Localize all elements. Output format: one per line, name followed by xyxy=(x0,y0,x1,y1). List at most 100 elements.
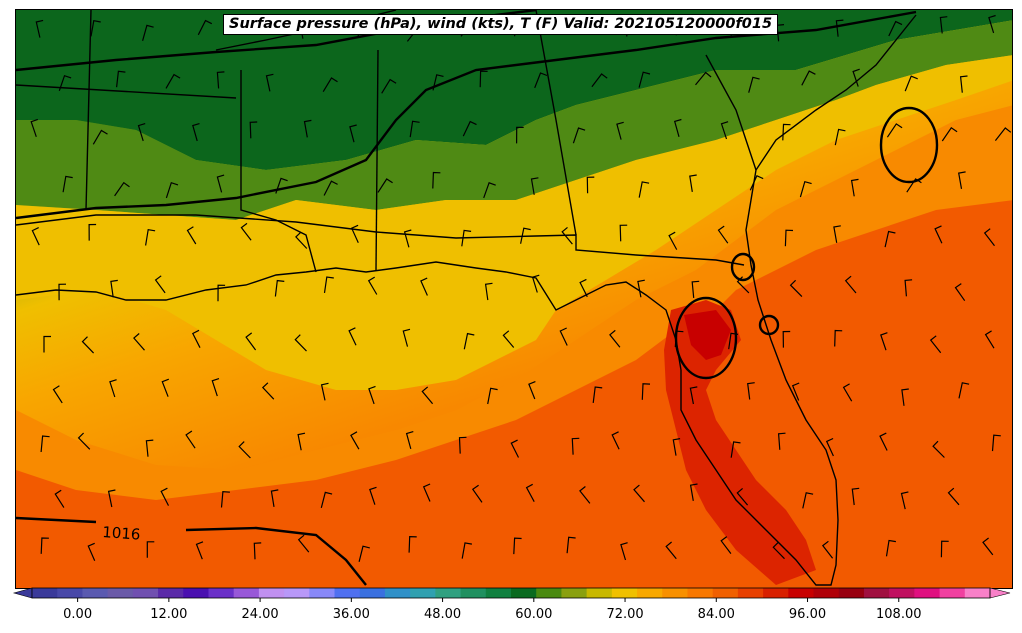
colorbar-cell xyxy=(334,588,361,598)
wind-barb xyxy=(852,68,860,87)
wind-barb xyxy=(991,434,1001,452)
wind-barb xyxy=(381,78,397,94)
wind-barb xyxy=(591,73,608,88)
colorbar-cell xyxy=(863,588,890,598)
wind-barb xyxy=(216,71,225,89)
wind-barb xyxy=(620,542,628,561)
wind-barb xyxy=(211,378,220,397)
wind-barb xyxy=(982,537,994,556)
wind-barb xyxy=(638,71,651,88)
wind-barb xyxy=(665,541,677,560)
colorbar-cell xyxy=(889,588,915,598)
colorbar-cell xyxy=(813,588,840,598)
wind-barb xyxy=(458,436,467,454)
wind-barb xyxy=(886,123,903,138)
colorbar-cell xyxy=(183,588,209,598)
wind-barb xyxy=(320,382,329,401)
colorbar-cell xyxy=(32,588,58,598)
colorbar-cell xyxy=(662,588,688,598)
wind-barb xyxy=(566,536,576,554)
wind-barb xyxy=(534,72,548,89)
wind-barb xyxy=(322,77,338,93)
wind-barb xyxy=(941,126,958,142)
wind-barb xyxy=(834,329,843,347)
wind-barb xyxy=(801,70,816,86)
wind-barb xyxy=(145,439,154,457)
wind-barb xyxy=(959,75,968,93)
wind-barb xyxy=(109,379,117,398)
wind-barb xyxy=(114,181,130,197)
colorbar-cells xyxy=(12,587,1011,599)
map-panel: 1016 xyxy=(15,9,1013,589)
wind-barb xyxy=(297,534,310,553)
colorbar-cell xyxy=(384,588,411,598)
wind-barb xyxy=(52,385,63,404)
wind-barb xyxy=(947,487,960,506)
wind-barb xyxy=(983,228,995,247)
colorbar-cell xyxy=(309,588,336,598)
wind-barb xyxy=(641,383,651,400)
colorbar-cell xyxy=(763,588,789,598)
wind-barb xyxy=(220,490,230,508)
colorbar-cell xyxy=(511,588,537,598)
wind-barb xyxy=(929,335,942,354)
wind-barb xyxy=(717,225,729,244)
colorbar-cell xyxy=(964,588,991,598)
wind-barb xyxy=(885,539,896,557)
temp-band-yellow xyxy=(16,55,1012,390)
colorbar-cell xyxy=(158,588,184,598)
wind-barb xyxy=(988,14,996,34)
wind-barb xyxy=(559,327,568,346)
wind-barb xyxy=(884,230,896,248)
colorbar-cell xyxy=(485,588,512,598)
wind-barb xyxy=(934,225,943,244)
wind-barb xyxy=(432,171,441,189)
temperature-map: 1016 xyxy=(16,10,1012,588)
wind-barb xyxy=(616,121,624,140)
wind-barb xyxy=(40,435,50,453)
wind-barb xyxy=(842,383,853,402)
wind-barb xyxy=(689,174,697,192)
wind-barb xyxy=(888,20,903,37)
colorbar-cell xyxy=(586,588,613,598)
wind-barb xyxy=(217,284,226,302)
wind-barb xyxy=(191,329,201,348)
wind-barb xyxy=(161,378,170,397)
coastline-and-borders xyxy=(16,10,917,586)
wind-barb xyxy=(939,16,948,34)
wind-barb xyxy=(479,70,488,88)
wind-barb xyxy=(274,279,285,297)
colorbar-cell xyxy=(536,588,562,598)
wind-barb xyxy=(674,330,684,348)
wind-barb xyxy=(90,19,101,37)
wind-barb xyxy=(728,332,739,350)
wind-barb xyxy=(782,123,791,141)
wind-barbs xyxy=(30,14,1012,562)
colorbar-tick-label: 12.00 xyxy=(150,607,187,622)
wind-barb xyxy=(253,542,262,560)
wind-barb xyxy=(420,277,428,296)
colorbar-tick-label: 60.00 xyxy=(515,607,552,622)
wind-barb xyxy=(350,224,359,244)
wind-barb xyxy=(932,440,945,458)
wind-barb xyxy=(185,430,196,449)
wind-barb xyxy=(528,381,536,400)
wind-barb xyxy=(421,386,434,405)
wind-barb xyxy=(958,382,970,399)
wind-barb xyxy=(572,127,586,144)
wind-barb xyxy=(116,70,126,88)
wind-barb xyxy=(297,432,306,451)
wind-barb xyxy=(54,489,65,508)
wind-barb xyxy=(238,441,251,459)
wind-barb xyxy=(850,178,859,197)
colorbar-cell xyxy=(410,588,436,598)
wind-barb xyxy=(772,541,785,560)
wind-barb xyxy=(40,537,49,554)
wind-barb xyxy=(409,120,420,138)
wind-barb xyxy=(901,388,909,406)
colorbar-extend-min xyxy=(12,587,33,599)
wind-barb xyxy=(88,223,97,241)
wind-barb xyxy=(611,431,620,450)
wind-barb xyxy=(323,180,338,196)
wind-barb xyxy=(81,336,95,354)
